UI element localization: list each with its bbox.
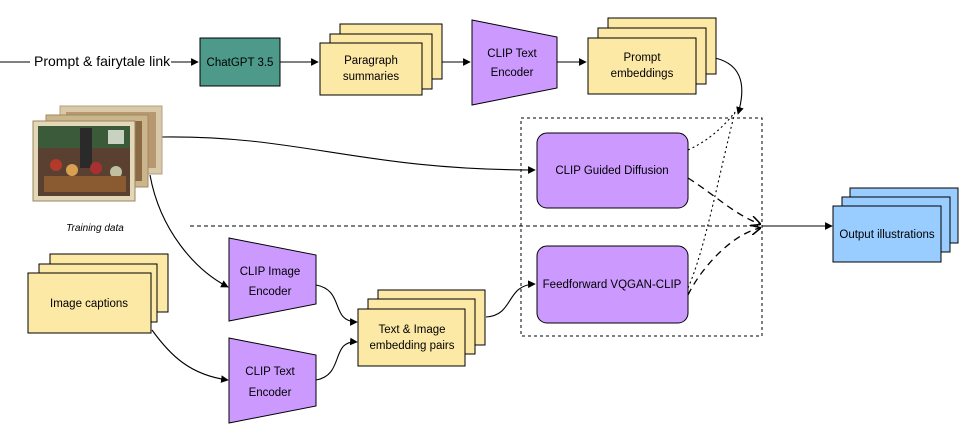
prompt-label-1: Prompt (623, 52, 661, 64)
paragraph-label-1: Paragraph (344, 55, 398, 67)
pairs-doc-front (357, 308, 466, 367)
chatgpt-label: ChatGPT 3.5 (207, 57, 274, 69)
clip-text-bottom-shape (228, 337, 317, 424)
paragraph-doc-front (319, 42, 423, 96)
connectors (0, 57, 833, 383)
training-data-images (32, 105, 163, 202)
pairs-label-1: Text & Image (378, 324, 445, 336)
clip-image-shape (228, 237, 317, 322)
dashed-vqgan-to-output (687, 228, 760, 296)
output-doc-front (832, 205, 942, 263)
output-illustrations-node: Output illustrations (832, 187, 959, 263)
dotted-diffusion-up (687, 111, 736, 151)
prompt-embeddings-node: Prompt embeddings (587, 17, 717, 95)
vqgan-label: Feedforward VQGAN-CLIP (543, 279, 682, 291)
clip-guided-box (536, 132, 689, 209)
paragraph-label-2: summaries (343, 71, 399, 83)
dashed-diffusion-to-output (687, 177, 760, 224)
paragraph-summaries-node: Paragraph summaries (319, 23, 443, 96)
painting-figure-3 (90, 162, 102, 174)
painting-figure-2 (66, 164, 78, 176)
arrow-clip-image-to-pairs (315, 284, 358, 326)
vqgan-box (536, 245, 689, 324)
arrow-pairs-to-vqgan (485, 280, 536, 318)
clip-image-encoder: CLIP Image Encoder (228, 237, 317, 322)
vqgan-node: Feedforward VQGAN-CLIP (536, 245, 689, 324)
arrow-training-to-clip-image (149, 174, 229, 288)
chatgpt-box (199, 37, 281, 87)
painting-flag (108, 130, 124, 144)
captions-label: Image captions (50, 298, 128, 310)
dotted-vqgan-up (687, 111, 736, 289)
clip-text-top-label-1: CLIP Text (487, 48, 537, 60)
image-captions-node: Image captions (27, 253, 169, 334)
painting-figure-1 (50, 159, 62, 171)
arrow-training-to-diffusion (160, 136, 536, 174)
clip-guided-label: CLIP Guided Diffusion (555, 165, 668, 177)
clip-image-label-1: CLIP Image (240, 266, 301, 278)
input-prompt-label: Prompt & fairytale link (34, 53, 171, 69)
clip-text-top-label-2: Encoder (491, 67, 534, 79)
clip-text-bottom-label-2: Encoder (249, 387, 292, 399)
painting-tree-trunk (80, 128, 92, 168)
clip-text-top-shape (471, 19, 558, 106)
training-data-caption: Training data (66, 223, 124, 234)
arrow-clip-text-to-pairs (315, 337, 358, 381)
clip-text-encoder-bottom: CLIP Text Encoder (228, 337, 317, 424)
arrow-to-generators (714, 57, 744, 115)
pairs-label-2: embedding pairs (369, 340, 454, 352)
chatgpt-node: ChatGPT 3.5 (199, 37, 281, 87)
arrow-captions-to-clip-text (151, 329, 229, 383)
embedding-pairs-node: Text & Image embedding pairs (357, 289, 486, 367)
clip-image-label-2: Encoder (249, 286, 292, 298)
prompt-doc-front (587, 37, 697, 95)
clip-text-bottom-label-1: CLIP Text (245, 366, 295, 378)
output-label: Output illustrations (839, 229, 934, 241)
prompt-label-2: embeddings (611, 68, 674, 80)
clip-guided-diffusion-node: CLIP Guided Diffusion (536, 132, 689, 209)
painting-ground (44, 176, 126, 192)
generators-group-border (520, 117, 763, 337)
captions-doc-front (27, 272, 152, 334)
clip-text-encoder-top: CLIP Text Encoder (471, 19, 558, 106)
painting-figure-4 (110, 166, 122, 178)
